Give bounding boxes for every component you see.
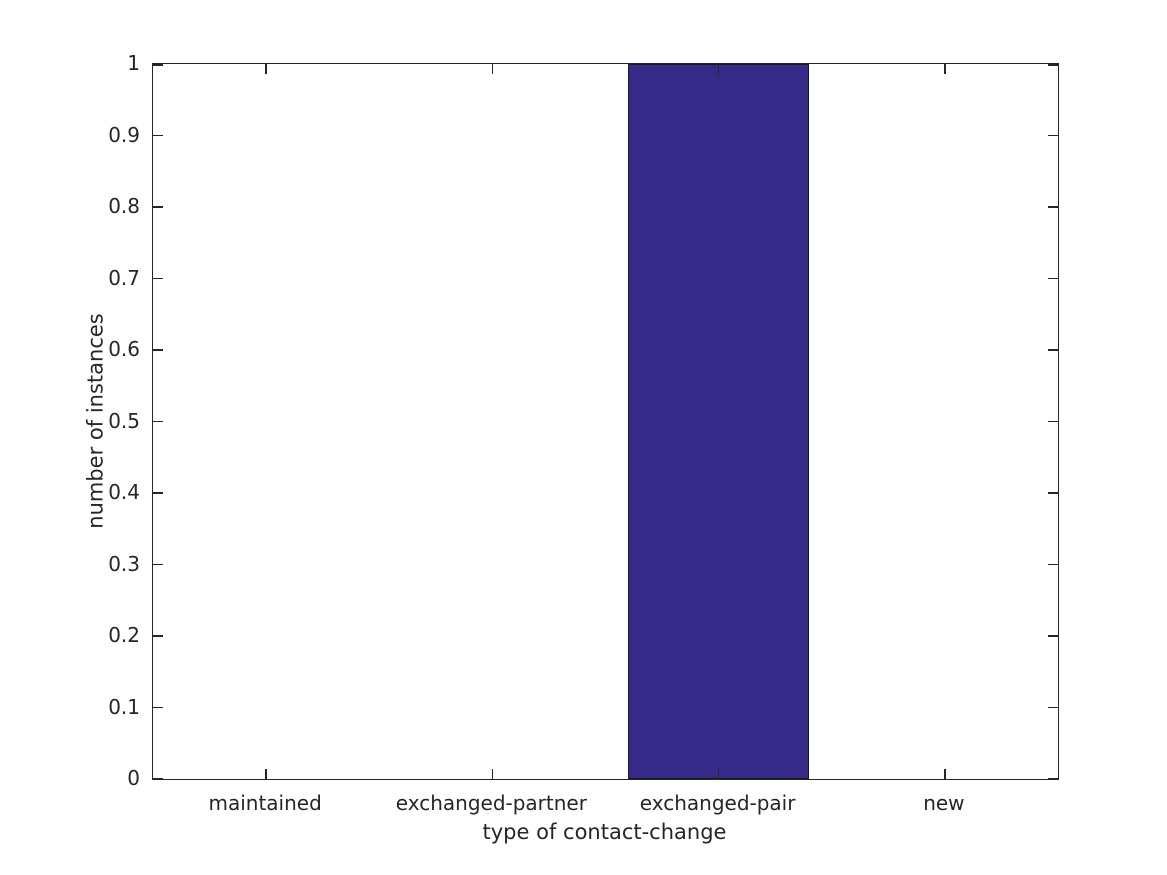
y-tick-right — [1048, 777, 1058, 779]
x-tick-label-maintained: maintained — [208, 791, 322, 815]
y-tick-label-1: 1 — [127, 51, 140, 75]
x-tick-top — [944, 64, 946, 74]
plot-area — [152, 63, 1059, 780]
y-tick-label-0.4: 0.4 — [108, 480, 140, 504]
x-axis-label: type of contact-change — [482, 820, 727, 844]
y-tick-right — [1048, 277, 1058, 280]
y-tick-label-0.3: 0.3 — [108, 551, 140, 576]
x-tick-bottom — [265, 769, 267, 779]
y-tick-left — [153, 206, 163, 208]
x-tick-bottom — [944, 769, 946, 779]
y-tick-label-0.9: 0.9 — [108, 122, 140, 147]
y-tick-left — [153, 563, 163, 566]
y-tick-left — [153, 420, 163, 423]
y-tick-left — [153, 492, 163, 494]
x-tick-label-exchanged-pair: exchanged-pair — [639, 791, 796, 815]
x-tick-label-new: new — [923, 791, 965, 815]
y-tick-label-0.6: 0.6 — [108, 337, 140, 361]
y-tick-right — [1048, 563, 1058, 566]
y-tick-right — [1048, 706, 1058, 709]
x-tick-bottom — [717, 769, 720, 779]
x-tick-top — [491, 64, 494, 74]
y-tick-right — [1048, 64, 1058, 66]
y-tick-label-0.2: 0.2 — [108, 623, 140, 647]
y-tick-left — [153, 134, 163, 137]
y-tick-left — [153, 777, 163, 779]
x-tick-bottom — [491, 769, 494, 779]
bar-exchanged-pair — [628, 64, 810, 779]
y-tick-left — [153, 635, 163, 637]
x-tick-label-exchanged-partner: exchanged-partner — [395, 791, 587, 815]
y-tick-right — [1048, 206, 1058, 208]
y-tick-left — [153, 64, 163, 66]
y-tick-label-0.1: 0.1 — [108, 694, 140, 719]
y-tick-label-0: 0 — [127, 766, 140, 790]
y-tick-label-0.7: 0.7 — [108, 265, 140, 290]
y-tick-right — [1048, 420, 1058, 423]
y-tick-label-0.8: 0.8 — [108, 194, 140, 218]
y-tick-right — [1048, 492, 1058, 494]
y-tick-right — [1048, 134, 1058, 137]
y-tick-right — [1048, 635, 1058, 637]
y-tick-right — [1048, 349, 1058, 351]
x-tick-top — [717, 64, 720, 74]
y-tick-left — [153, 349, 163, 351]
x-tick-top — [265, 64, 267, 74]
y-tick-left — [153, 277, 163, 280]
y-tick-left — [153, 706, 163, 709]
y-tick-label-0.5: 0.5 — [108, 408, 140, 433]
